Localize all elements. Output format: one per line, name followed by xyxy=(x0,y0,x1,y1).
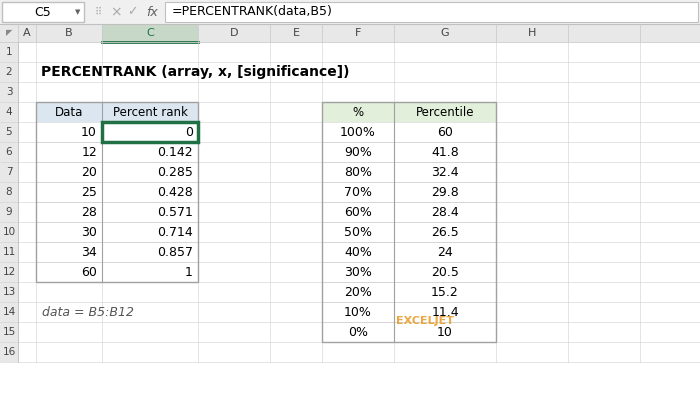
Text: 34: 34 xyxy=(81,246,97,258)
Text: 0%: 0% xyxy=(348,326,368,338)
Text: 10: 10 xyxy=(437,326,453,338)
Text: 20%: 20% xyxy=(344,286,372,298)
Text: 20: 20 xyxy=(81,166,97,178)
Text: C: C xyxy=(146,28,154,38)
Text: 24: 24 xyxy=(437,246,453,258)
Text: fx: fx xyxy=(146,6,158,18)
Bar xyxy=(165,2,698,22)
Text: ✓: ✓ xyxy=(127,6,137,18)
Text: 28.4: 28.4 xyxy=(431,206,459,218)
Text: 25: 25 xyxy=(81,186,97,198)
Text: 0.142: 0.142 xyxy=(158,146,193,158)
Text: 6: 6 xyxy=(6,147,13,157)
Text: 16: 16 xyxy=(2,347,15,357)
Text: A: A xyxy=(23,28,31,38)
Text: 10: 10 xyxy=(2,227,15,237)
Text: 11: 11 xyxy=(2,247,15,257)
Text: %: % xyxy=(352,106,363,118)
Text: 1: 1 xyxy=(185,266,193,278)
Text: 11.4: 11.4 xyxy=(431,306,458,318)
Text: 50%: 50% xyxy=(344,226,372,238)
Text: 0.285: 0.285 xyxy=(157,166,193,178)
Text: =PERCENTRANK(data,B5): =PERCENTRANK(data,B5) xyxy=(172,6,333,18)
Bar xyxy=(0,0,700,24)
Bar xyxy=(102,24,198,42)
Text: 29.8: 29.8 xyxy=(431,186,459,198)
Text: ⠿: ⠿ xyxy=(94,7,101,17)
Text: 15.2: 15.2 xyxy=(431,286,459,298)
Text: 2: 2 xyxy=(6,67,13,77)
Text: 0.571: 0.571 xyxy=(157,206,193,218)
Text: B: B xyxy=(65,28,73,38)
Text: Percentile: Percentile xyxy=(416,106,475,118)
Bar xyxy=(36,102,198,122)
Text: 60: 60 xyxy=(81,266,97,278)
Text: 30: 30 xyxy=(81,226,97,238)
Text: 28: 28 xyxy=(81,206,97,218)
Text: 0: 0 xyxy=(185,126,193,138)
Text: PERCENTRANK (array, x, [significance]): PERCENTRANK (array, x, [significance]) xyxy=(41,65,349,79)
Bar xyxy=(322,102,496,342)
Bar xyxy=(102,122,198,142)
Text: 40%: 40% xyxy=(344,246,372,258)
Text: 12: 12 xyxy=(81,146,97,158)
Text: 60%: 60% xyxy=(344,206,372,218)
Text: 20.5: 20.5 xyxy=(431,266,459,278)
Text: 8: 8 xyxy=(6,187,13,197)
Bar xyxy=(36,102,198,282)
Text: 4: 4 xyxy=(6,107,13,117)
Text: E: E xyxy=(293,28,300,38)
Text: 12: 12 xyxy=(2,267,15,277)
Text: ◤: ◤ xyxy=(6,28,13,38)
Text: C5: C5 xyxy=(34,6,51,18)
Text: 7: 7 xyxy=(6,167,13,177)
Bar xyxy=(2,2,84,22)
Text: F: F xyxy=(355,28,361,38)
Text: G: G xyxy=(441,28,449,38)
Text: 0.428: 0.428 xyxy=(158,186,193,198)
Text: 10%: 10% xyxy=(344,306,372,318)
Text: data = B5:B12: data = B5:B12 xyxy=(42,306,134,318)
Text: Percent rank: Percent rank xyxy=(113,106,188,118)
Bar xyxy=(322,102,496,122)
Text: EXCELJET: EXCELJET xyxy=(396,316,454,326)
Text: Data: Data xyxy=(55,106,83,118)
Text: 32.4: 32.4 xyxy=(431,166,458,178)
Text: 0.857: 0.857 xyxy=(157,246,193,258)
Text: D: D xyxy=(230,28,238,38)
Text: 70%: 70% xyxy=(344,186,372,198)
Text: 3: 3 xyxy=(6,87,13,97)
Text: 10: 10 xyxy=(81,126,97,138)
Text: H: H xyxy=(528,28,536,38)
Bar xyxy=(0,42,18,362)
Text: 1: 1 xyxy=(6,47,13,57)
Bar xyxy=(0,24,700,42)
Text: 41.8: 41.8 xyxy=(431,146,459,158)
Text: 5: 5 xyxy=(6,127,13,137)
Text: ▼: ▼ xyxy=(76,9,80,15)
Text: 14: 14 xyxy=(2,307,15,317)
Text: 30%: 30% xyxy=(344,266,372,278)
Text: 9: 9 xyxy=(6,207,13,217)
Text: 13: 13 xyxy=(2,287,15,297)
Text: 90%: 90% xyxy=(344,146,372,158)
Text: 100%: 100% xyxy=(340,126,376,138)
Text: 80%: 80% xyxy=(344,166,372,178)
Text: 0.714: 0.714 xyxy=(158,226,193,238)
Text: 15: 15 xyxy=(2,327,15,337)
Text: ×: × xyxy=(110,5,122,19)
Text: 26.5: 26.5 xyxy=(431,226,459,238)
Text: 60: 60 xyxy=(437,126,453,138)
